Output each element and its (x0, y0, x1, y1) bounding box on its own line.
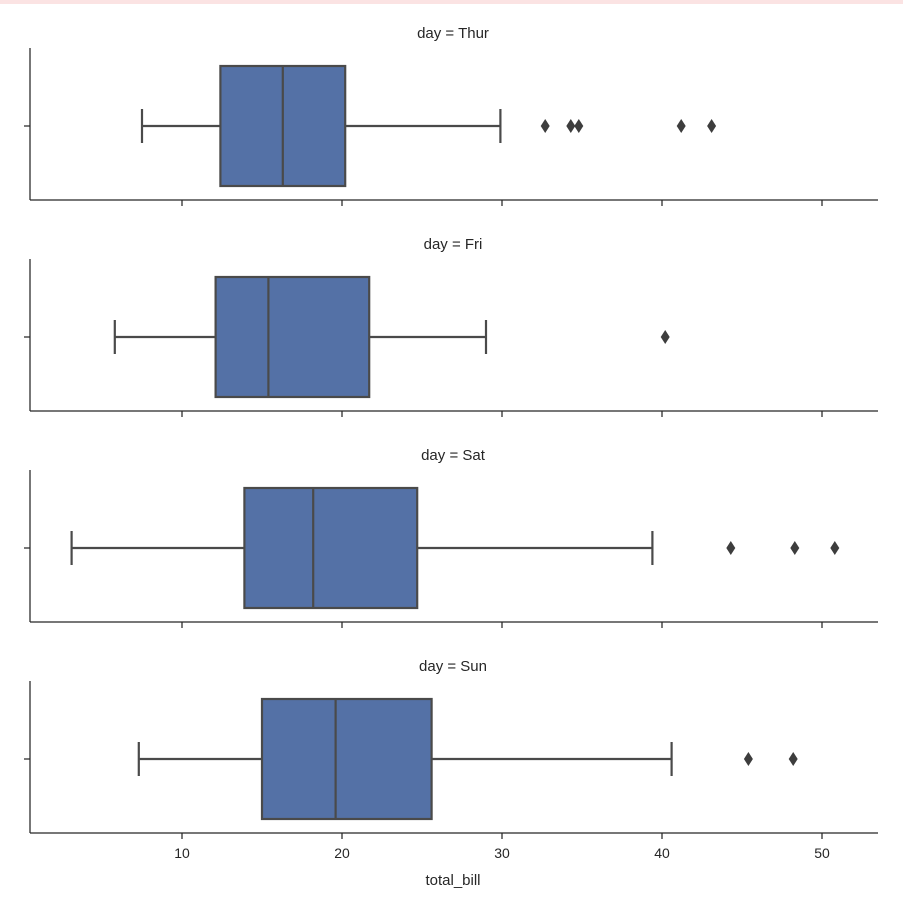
window-top-strip (0, 0, 903, 4)
outlier-point (676, 119, 686, 133)
outlier-point (660, 330, 670, 344)
facet-title: day = Thur (417, 25, 489, 42)
facet-panel-3: day = Sat (24, 447, 878, 628)
facet-panel-2: day = Fri (24, 236, 878, 417)
facet-title: day = Sat (421, 447, 486, 464)
iqr-box (214, 275, 371, 399)
outlier-point (566, 119, 576, 133)
iqr-box (260, 697, 433, 821)
x-axis-label: total_bill (425, 872, 480, 889)
x-tick-label: 40 (654, 845, 670, 861)
outlier-point (574, 119, 584, 133)
x-tick-label: 20 (334, 845, 350, 861)
facet-panel-1: day = Thur (24, 25, 878, 206)
iqr-box (243, 486, 419, 610)
x-tick-label: 10 (174, 845, 190, 861)
facet-title: day = Fri (424, 236, 483, 253)
outlier-point (540, 119, 550, 133)
outlier-point (790, 541, 800, 555)
x-tick-label: 30 (494, 845, 510, 861)
outlier-point (707, 119, 717, 133)
outlier-point (830, 541, 840, 555)
outlier-point (726, 541, 736, 555)
x-tick-label: 50 (814, 845, 830, 861)
outlier-point (788, 752, 798, 766)
facet-title: day = Sun (419, 658, 487, 675)
outlier-point (743, 752, 753, 766)
facet-panel-4: day = Sun (24, 658, 878, 839)
